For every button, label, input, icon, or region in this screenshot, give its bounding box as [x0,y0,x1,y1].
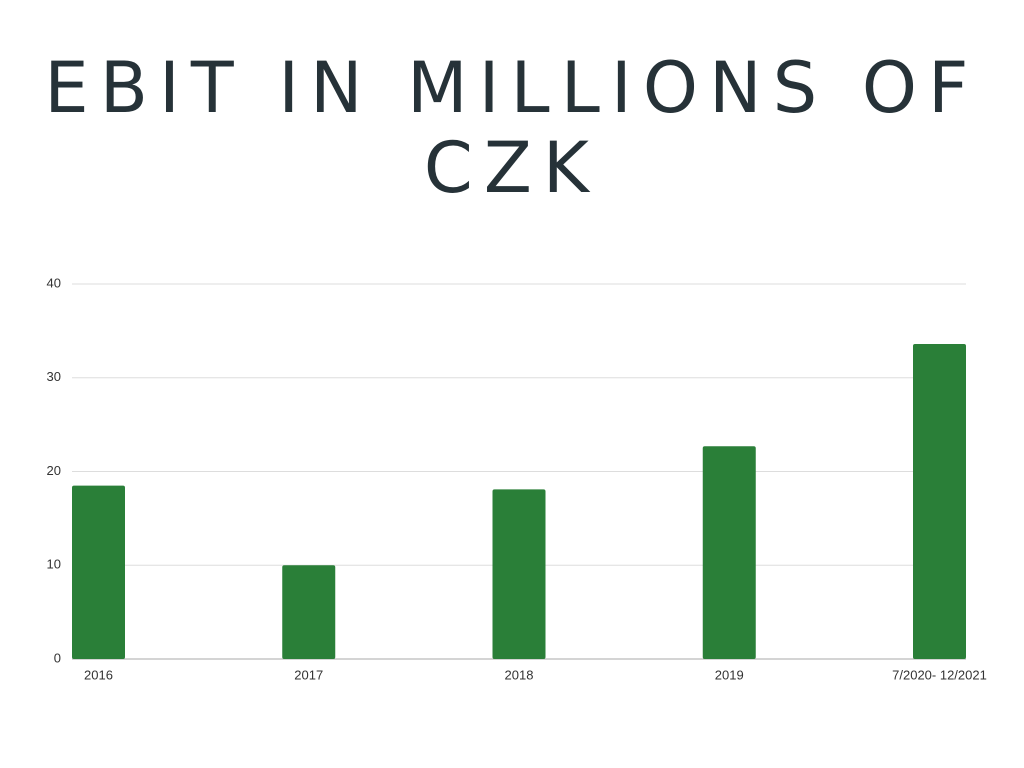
x-tick-label: 2019 [715,667,744,682]
bar [492,489,546,659]
y-tick-label: 40 [47,275,61,290]
chart-title: EBIT IN MILLIONS OF CZK [44,47,980,209]
x-tick-label: 2017 [294,667,323,682]
bar [913,344,966,659]
x-tick-label: 2016 [84,667,113,682]
x-tick-label: 7/2020- 12/2021 [892,667,987,682]
bar [282,565,336,659]
y-tick-label: 20 [47,463,61,478]
x-tick-label: 2018 [505,667,534,682]
y-tick-label: 0 [54,650,61,665]
y-tick-label: 30 [47,369,61,384]
bar [702,446,756,659]
y-tick-label: 10 [47,557,61,572]
bar [72,485,125,659]
